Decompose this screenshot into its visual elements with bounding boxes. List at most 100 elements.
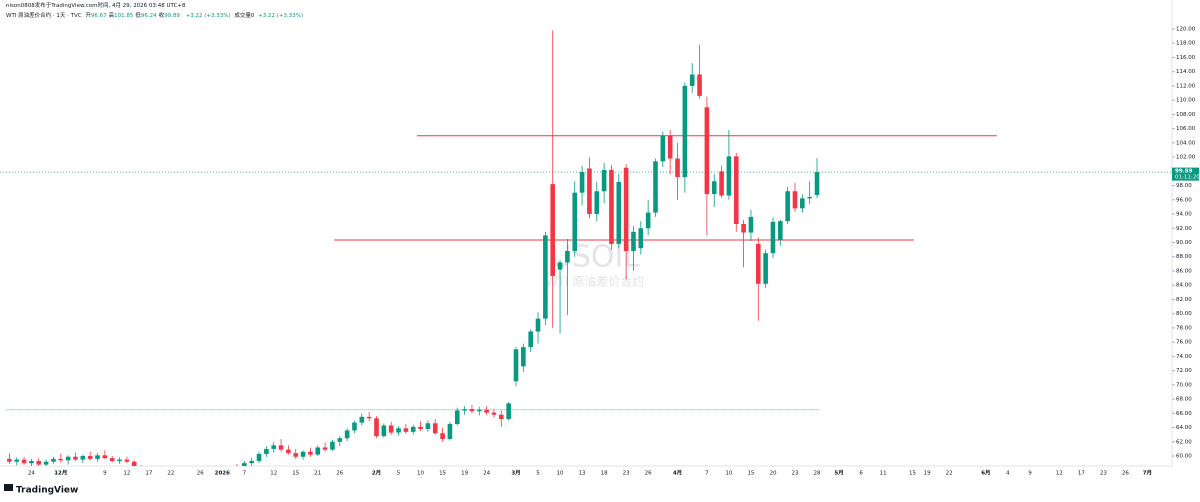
candle-body bbox=[293, 453, 299, 457]
candle-body bbox=[726, 156, 732, 196]
candle-body bbox=[550, 184, 556, 276]
watermark-name: WTI 原油差价合约 bbox=[546, 274, 645, 289]
change: +3.22 (+3.33%) bbox=[185, 13, 231, 19]
x-tick-label: 2月 bbox=[372, 469, 381, 477]
candle-body bbox=[609, 169, 614, 244]
x-tick-label: 9 bbox=[1028, 471, 1032, 477]
ohlc: 开96.67 高101.85 低96.24 收99.89 bbox=[85, 13, 182, 19]
symbol: WTI 原油差价合约 · 1天 · TVC bbox=[6, 13, 82, 19]
y-tick-label: 76.00 bbox=[1176, 340, 1192, 346]
x-tick-label: 4月 bbox=[673, 469, 682, 477]
candle-body bbox=[410, 426, 416, 432]
candle-body bbox=[521, 347, 526, 367]
y-tick-label: 74.00 bbox=[1176, 354, 1192, 360]
x-tick-label: 22 bbox=[946, 471, 953, 477]
candle-body bbox=[51, 458, 56, 462]
x-tick-label: 12 bbox=[123, 471, 130, 477]
ohlc-label: 低 bbox=[135, 13, 141, 19]
x-tick-label: 17 bbox=[145, 471, 152, 477]
ohlc-label: 收 bbox=[158, 13, 165, 19]
y-tick-label: 64.00 bbox=[1176, 425, 1192, 431]
candle-body bbox=[36, 461, 42, 465]
x-tick-label: 10 bbox=[725, 471, 732, 477]
candle-body bbox=[29, 461, 34, 464]
x-tick-label: 10 bbox=[557, 471, 564, 477]
y-tick-label: 116.00 bbox=[1176, 55, 1196, 61]
candle-body bbox=[131, 461, 137, 466]
candle-body bbox=[631, 231, 636, 252]
candle-body bbox=[117, 459, 122, 462]
x-tick-label: 9 bbox=[103, 471, 107, 477]
x-tick-label: 3月 bbox=[511, 469, 520, 477]
ohlc-label: 高 bbox=[108, 13, 115, 19]
candle-body bbox=[73, 456, 78, 460]
ohlc-value: 96.24 bbox=[140, 13, 157, 19]
candle-body bbox=[697, 74, 702, 96]
ohlc-value: 101.85 bbox=[114, 13, 134, 19]
x-tick-label: 24 bbox=[28, 471, 35, 477]
volume-label: 成交量0 bbox=[234, 13, 255, 19]
candle-body bbox=[543, 235, 548, 319]
y-tick-label: 120.00 bbox=[1176, 26, 1196, 32]
x-tick-label: 7 bbox=[243, 471, 247, 477]
candle-body bbox=[638, 228, 644, 249]
candle-body bbox=[14, 459, 20, 462]
x-tick-label: 23 bbox=[623, 471, 630, 477]
x-tick-label: 15 bbox=[747, 471, 754, 477]
y-tick-label: 98.00 bbox=[1176, 183, 1192, 189]
candle-body bbox=[770, 221, 776, 254]
y-tick-label: 114.00 bbox=[1176, 69, 1196, 75]
x-tick-label: 24 bbox=[483, 471, 490, 477]
ohlc-value: 96.67 bbox=[90, 13, 107, 19]
x-tick-label: 5 bbox=[397, 471, 401, 477]
x-tick-label: 15 bbox=[292, 471, 299, 477]
candle-body bbox=[572, 192, 578, 252]
x-tick-label: 6月 bbox=[981, 469, 990, 477]
candle-body bbox=[381, 425, 387, 437]
y-tick-label: 118.00 bbox=[1176, 41, 1196, 47]
symbol-line: WTI 原油差价合约 · 1天 · TVC 开96.67 高101.85 低96.2… bbox=[6, 11, 305, 21]
candle-body bbox=[557, 262, 563, 270]
x-tick-label: 12月 bbox=[54, 469, 67, 477]
countdown: 01:11:20 bbox=[1175, 175, 1200, 181]
candle-body bbox=[330, 441, 335, 450]
x-tick-label: 7 bbox=[705, 471, 709, 477]
x-tick-label: 11 bbox=[880, 471, 887, 477]
x-tick-label: 18 bbox=[601, 471, 608, 477]
x-tick-label: 12 bbox=[270, 471, 277, 477]
candle-body bbox=[454, 410, 460, 425]
y-tick-label: 86.00 bbox=[1176, 268, 1192, 274]
y-tick-label: 68.00 bbox=[1176, 397, 1192, 403]
candle-body bbox=[286, 449, 291, 454]
x-tick-label: 20 bbox=[769, 471, 776, 477]
candle-body bbox=[733, 156, 739, 224]
plot-area bbox=[0, 30, 1172, 466]
header: nison0808发布于TradingView.com时间, 4月 29, 20… bbox=[6, 1, 305, 21]
y-tick-label: 84.00 bbox=[1176, 283, 1192, 289]
x-tick-label: 13 bbox=[579, 471, 586, 477]
candle-body bbox=[359, 416, 365, 423]
x-tick-label: 17 bbox=[1078, 471, 1085, 477]
candle-body bbox=[109, 458, 115, 462]
x-tick-label: 5月 bbox=[834, 469, 843, 477]
candle-body bbox=[308, 451, 313, 455]
logo: TradingView bbox=[16, 486, 78, 496]
x-tick-label: 6 bbox=[859, 471, 863, 477]
candle-body bbox=[322, 447, 328, 450]
candle-body bbox=[807, 196, 812, 199]
x-tick-label: 19 bbox=[461, 471, 468, 477]
candle-body bbox=[21, 459, 27, 464]
x-tick-label: 10 bbox=[417, 471, 424, 477]
y-tick-label: 70.00 bbox=[1176, 382, 1192, 388]
candle-body bbox=[65, 456, 71, 461]
x-tick-label: 26 bbox=[336, 471, 343, 477]
x-tick-label: 15 bbox=[439, 471, 446, 477]
candle-body bbox=[675, 158, 680, 178]
candle-body bbox=[601, 169, 607, 192]
candle-body bbox=[396, 428, 401, 433]
x-tick-label: 5 bbox=[536, 471, 540, 477]
y-tick-label: 80.00 bbox=[1176, 311, 1192, 317]
y-tick-label: 62.00 bbox=[1176, 439, 1192, 445]
candle-body bbox=[741, 223, 746, 233]
